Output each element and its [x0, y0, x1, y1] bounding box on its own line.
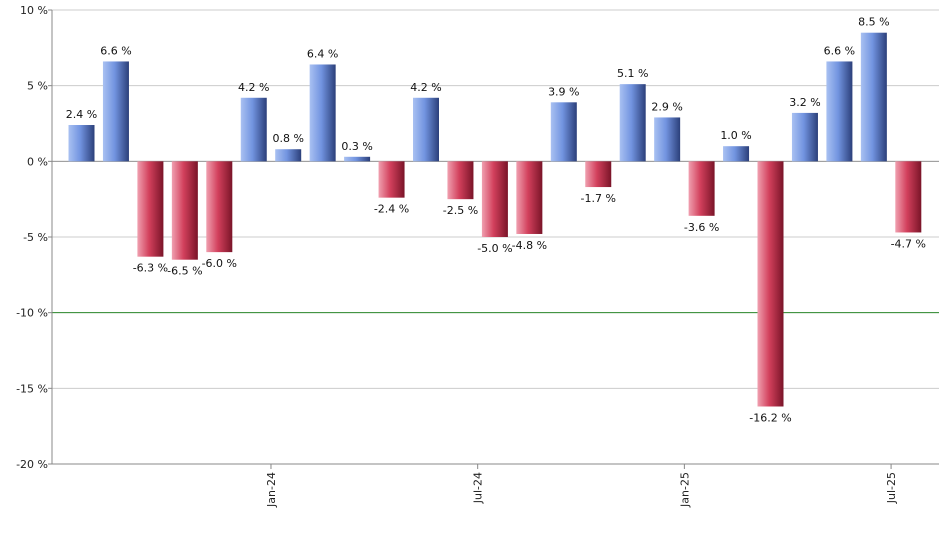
y-tick-label: -20 %	[16, 458, 48, 471]
bar	[481, 161, 508, 237]
bar	[171, 161, 198, 260]
x-tick-label: Jan-25	[678, 472, 691, 508]
bar	[240, 97, 267, 162]
data-label: 8.5 %	[858, 16, 889, 29]
data-label: -3.6 %	[684, 221, 719, 234]
data-label: -4.7 %	[891, 237, 926, 250]
data-label: 4.2 %	[410, 81, 441, 94]
bar	[688, 161, 715, 216]
data-label: -6.3 %	[133, 262, 168, 275]
data-label: 3.9 %	[548, 85, 579, 98]
data-label: 0.3 %	[341, 140, 372, 153]
data-label: 0.8 %	[272, 132, 303, 145]
x-tick-label: Jan-24	[265, 472, 278, 508]
y-tick-label: -15 %	[16, 382, 48, 395]
bar	[860, 32, 887, 162]
data-label: -2.5 %	[443, 204, 478, 217]
data-label: 3.2 %	[789, 96, 820, 109]
bar	[137, 161, 164, 257]
y-tick-label: 0 %	[27, 155, 48, 168]
bar	[585, 161, 612, 188]
bar	[516, 161, 543, 234]
bar	[102, 61, 129, 162]
y-tick-label: -5 %	[23, 231, 48, 244]
bar	[309, 64, 336, 162]
y-tick-label: -10 %	[16, 307, 48, 320]
data-label: 2.9 %	[651, 100, 682, 113]
bar	[68, 125, 95, 162]
bar	[757, 161, 784, 407]
data-label: -6.0 %	[202, 257, 237, 270]
data-label: 2.4 %	[66, 108, 97, 121]
bar	[206, 161, 233, 253]
data-label: 4.2 %	[238, 81, 269, 94]
data-label: -5.0 %	[477, 242, 512, 255]
x-tick-label: Jul-24	[472, 472, 485, 504]
data-label: 5.1 %	[617, 67, 648, 80]
bar	[275, 149, 302, 162]
bar	[413, 97, 439, 162]
data-label: -2.4 %	[374, 203, 409, 216]
bar	[895, 161, 922, 233]
data-label: -16.2 %	[749, 411, 791, 424]
y-tick-label: 5 %	[27, 80, 48, 93]
data-label: -4.8 %	[512, 239, 547, 252]
axes: 10 % 5 % 0 % -5 % -10 % -15 % -20 % Jan-24 Jul-2…	[16, 4, 939, 508]
data-label: 1.0 %	[720, 129, 751, 142]
bar	[723, 146, 750, 162]
data-label: -1.7 %	[581, 192, 616, 205]
x-tick-label: Jul-25	[885, 472, 898, 504]
y-tick-label: 10 %	[20, 4, 48, 17]
bar	[619, 84, 646, 162]
bars	[68, 32, 922, 407]
data-labels: 2.4 % 6.6 % -6.3 % -6.5 %-6.0 % 4.2 % 0.8 % 6.…	[66, 16, 926, 425]
data-label: -6.5 %	[167, 265, 202, 278]
data-label: 6.6 %	[824, 44, 855, 57]
data-label: 6.6 %	[100, 44, 131, 57]
bar	[550, 102, 577, 162]
bar	[791, 112, 818, 162]
bar	[447, 161, 474, 200]
bar	[344, 156, 371, 162]
bar	[378, 161, 405, 198]
data-label: 6.4 %	[307, 47, 338, 60]
bar	[826, 61, 853, 162]
bar	[654, 117, 681, 162]
